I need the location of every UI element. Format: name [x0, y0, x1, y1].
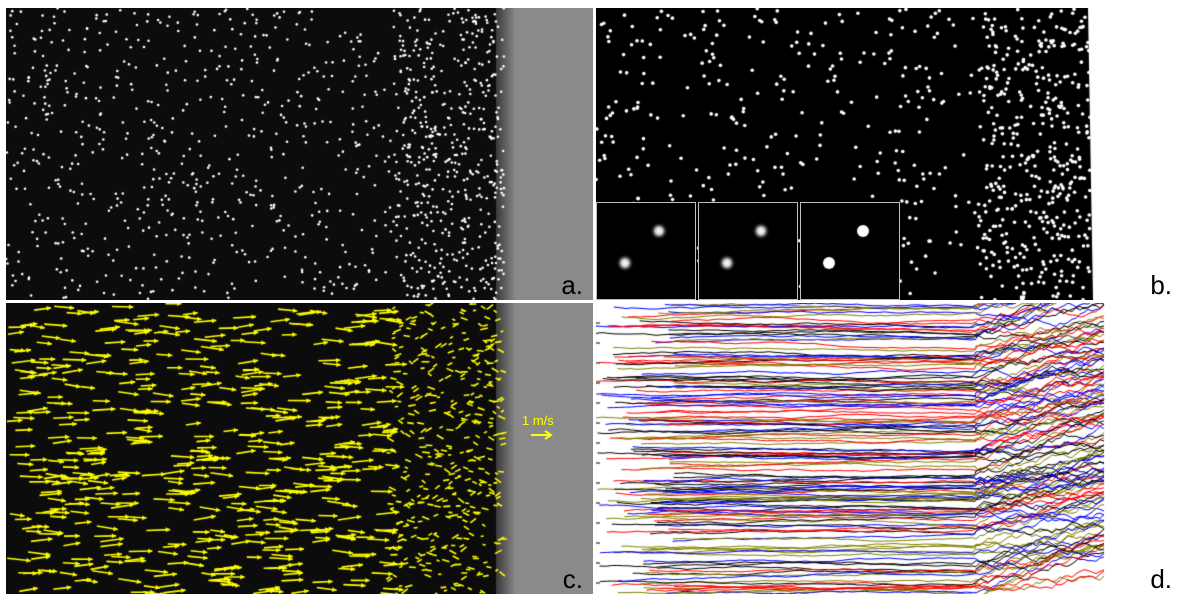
panel-b-binary-image: b. [596, 8, 1182, 300]
panel-d-particle-tracks: d. [596, 303, 1182, 594]
particle-trajectories [596, 303, 1182, 594]
panel-label-a: a. [561, 270, 583, 300]
inset-binary-closeup [800, 202, 900, 300]
scale-label: 1 m/s [522, 413, 554, 428]
right-arrow-icon [531, 430, 553, 440]
inset-raw-closeup-2 [698, 202, 798, 300]
panel-label-b: b. [1150, 270, 1172, 300]
velocity-vector-field [6, 303, 593, 594]
panel-a-raw-image: a. [6, 8, 593, 300]
panel-c-velocity-vectors: 1 m/s c. [6, 303, 593, 594]
panel-label-c: c. [562, 564, 583, 594]
panel-label-d: d. [1150, 564, 1172, 594]
raw-particle-image [6, 8, 593, 300]
inset-raw-closeup-1 [596, 202, 696, 300]
